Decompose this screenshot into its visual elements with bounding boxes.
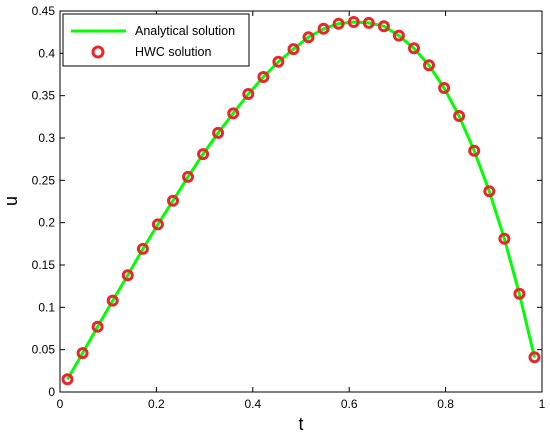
legend-label-hwc: HWC solution xyxy=(135,45,211,59)
y-tick-label: 0.45 xyxy=(32,4,56,18)
y-tick-label: 0.15 xyxy=(32,258,56,272)
hwc-solution-marker xyxy=(453,110,466,122)
plot-frame xyxy=(59,10,543,393)
hwc-solution-marker xyxy=(242,88,255,100)
legend-marker-hwc xyxy=(91,45,105,59)
y-tick-label: 0 xyxy=(48,385,55,399)
y-tick-label: 0.3 xyxy=(38,131,55,145)
hwc-solution-marker xyxy=(423,59,435,72)
hwc-solution-marker xyxy=(302,31,315,44)
legend-label-analytical: Analytical solution xyxy=(135,24,235,38)
hwc-solution-marker xyxy=(392,29,405,42)
legend: Analytical solution HWC solution xyxy=(62,13,250,67)
hwc-solution-marker xyxy=(528,351,541,364)
hwc-solution-marker xyxy=(408,42,420,55)
x-tick-label: 0.4 xyxy=(244,397,261,411)
hwc-solution-marker xyxy=(76,347,89,360)
hwc-solution-marker xyxy=(332,17,345,30)
x-axis-label: t xyxy=(298,414,303,434)
hwc-solution-marker xyxy=(167,194,179,207)
hwc-solution-marker xyxy=(227,107,240,120)
hwc-solution-marker xyxy=(483,185,496,198)
hwc-solution-marker xyxy=(182,170,194,183)
hwc-solution-marker xyxy=(61,373,74,386)
legend-box xyxy=(62,13,250,67)
hwc-solution-marker xyxy=(498,232,511,245)
y-tick-label: 0.1 xyxy=(38,300,55,314)
x-tick-label: 0 xyxy=(57,397,64,411)
hwc-solution-marker xyxy=(468,144,481,157)
hwc-solution-marker xyxy=(438,82,451,94)
hwc-solution-marker xyxy=(272,55,285,68)
hwc-solution-marker xyxy=(287,43,300,56)
y-tick-label: 0.25 xyxy=(32,173,56,187)
hwc-solution-marker xyxy=(347,16,360,28)
hwc-solution-marker xyxy=(257,71,270,83)
plot-area xyxy=(60,11,542,392)
hwc-solution-marker xyxy=(151,218,164,231)
hwc-solution-marker xyxy=(121,269,134,282)
hwc-solution-marker xyxy=(212,126,225,139)
hwc-solution-marker xyxy=(362,16,375,29)
tick-layer: 0 0.2 0.4 0.6 0.8 1 0 0.05 0.1 0.15 0.2 0.25 0.3 0.35… xyxy=(32,4,546,411)
hwc-solution-marker xyxy=(513,287,526,300)
y-tick-label: 0.2 xyxy=(38,216,55,230)
hwc-solution-marker xyxy=(317,22,330,35)
x-tick-label: 1 xyxy=(539,397,546,411)
marker-layer xyxy=(61,16,541,386)
y-tick-label: 0.4 xyxy=(38,46,55,60)
hwc-solution-marker xyxy=(377,20,390,33)
x-tick-label: 0.2 xyxy=(148,397,165,411)
hwc-solution-marker xyxy=(106,294,119,307)
y-tick-label: 0.35 xyxy=(32,89,56,103)
y-axis-label: u xyxy=(1,196,21,206)
y-tick-label: 0.05 xyxy=(32,343,56,357)
hwc-solution-marker xyxy=(197,148,210,161)
hwc-solution-marker xyxy=(136,242,149,255)
hwc-solution-marker xyxy=(91,320,104,333)
x-tick-label: 0.6 xyxy=(341,397,358,411)
x-tick-label: 0.8 xyxy=(437,397,454,411)
